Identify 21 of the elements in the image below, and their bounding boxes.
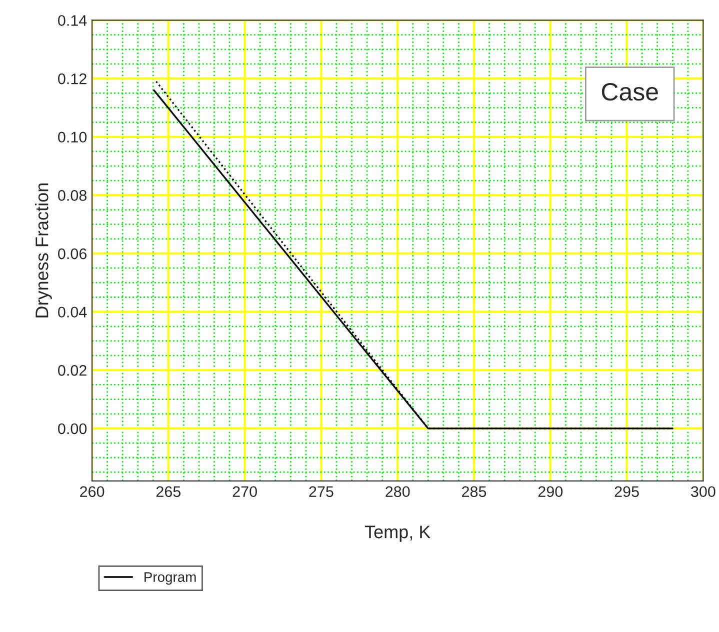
y-tick-label: 0.14 — [58, 15, 87, 26]
y-tick-label: 0.06 — [58, 248, 86, 260]
y-tick-label: 0.00 — [58, 423, 87, 434]
legend-label: Program — [144, 572, 196, 585]
x-tick-label: 265 — [156, 486, 181, 498]
y-tick-label: 0.04 — [58, 306, 87, 318]
y-tick-label: 0.08 — [58, 190, 87, 201]
x-tick-label: 290 — [538, 486, 563, 498]
y-tick-label: 0.12 — [58, 73, 86, 84]
x-axis-title: Temp, K — [364, 526, 431, 542]
x-tick-label: 280 — [386, 486, 410, 498]
x-tick-label: 270 — [232, 486, 257, 498]
y-tick-label: 0.10 — [58, 132, 87, 143]
x-tick-label: 300 — [691, 486, 716, 498]
x-tick-label: 275 — [309, 486, 334, 498]
x-tick-label: 285 — [462, 486, 486, 498]
x-tick-label: 260 — [80, 486, 104, 498]
y-tick-label: 0.02 — [58, 365, 86, 376]
annotation: Case — [602, 82, 658, 101]
x-tick-label: 295 — [614, 486, 639, 498]
y-axis-title: Dryness Fraction — [35, 184, 52, 318]
